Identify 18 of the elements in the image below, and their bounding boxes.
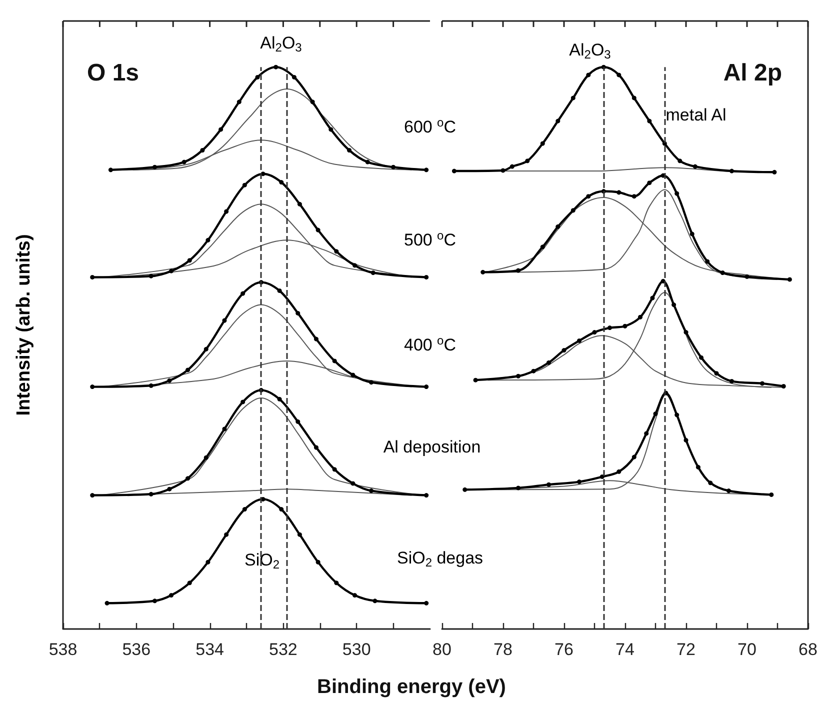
x-tick-label: 74 — [616, 640, 634, 659]
x-tick-label: 70 — [738, 640, 756, 659]
annotation: metal Al — [666, 106, 726, 124]
x-axis-title: Binding energy (eV) — [316, 676, 507, 699]
x-tick-label: 72 — [676, 640, 696, 659]
x-tick-label: 80 — [432, 640, 452, 659]
y-axis-title: Intensity (arb. units) — [14, 234, 34, 416]
x-tick-label: 68 — [798, 640, 818, 659]
x-tick-label: 536 — [122, 640, 151, 659]
x-tick-label: 538 — [48, 640, 78, 659]
x-tick-label: 532 — [269, 640, 298, 659]
annotation: Al deposition — [383, 438, 481, 456]
x-tick-label: 78 — [494, 640, 512, 659]
x-tick-label: 534 — [196, 640, 224, 659]
x-tick-label: 530 — [342, 640, 371, 659]
chart-title: Al 2p — [723, 60, 782, 86]
chart-title: O 1s — [87, 60, 140, 86]
x-tick-label: 76 — [554, 640, 574, 659]
